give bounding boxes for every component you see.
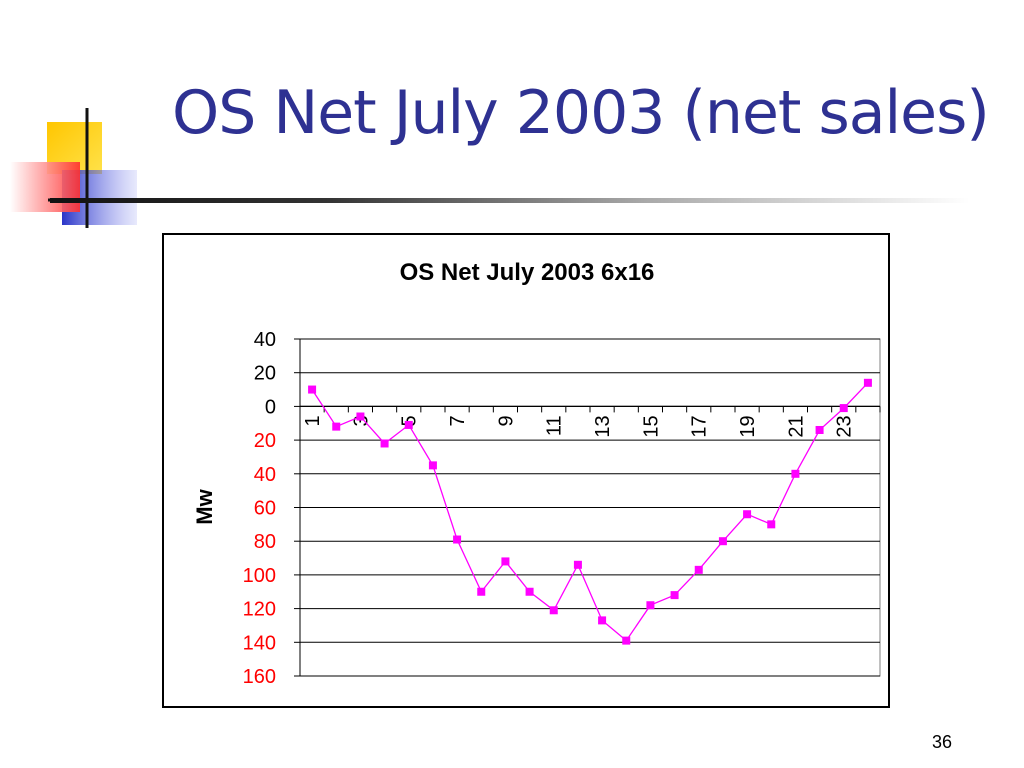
y-axis-label: Mw bbox=[192, 488, 217, 524]
data-point bbox=[453, 535, 462, 544]
data-point bbox=[839, 404, 848, 413]
x-tick-label: 23 bbox=[834, 415, 856, 437]
x-tick-label: 1 bbox=[302, 415, 324, 426]
data-point bbox=[622, 636, 631, 645]
chart-title: OS Net July 2003 6x16 bbox=[400, 259, 655, 286]
x-tick-label: 19 bbox=[737, 415, 759, 437]
line-chart: 4020020406080100120140160135791113151719… bbox=[192, 259, 881, 688]
page-number: 36 bbox=[932, 732, 953, 752]
data-point bbox=[815, 425, 824, 434]
data-point bbox=[356, 412, 365, 421]
y-tick-label: 100 bbox=[243, 565, 276, 587]
data-point bbox=[308, 385, 317, 394]
data-point bbox=[694, 565, 703, 574]
data-point bbox=[791, 469, 800, 478]
x-tick-label: 9 bbox=[495, 415, 517, 426]
x-tick-label: 11 bbox=[544, 415, 566, 436]
y-tick-label: 80 bbox=[254, 531, 276, 553]
y-tick-label: 40 bbox=[254, 329, 276, 351]
x-tick-label: 13 bbox=[592, 415, 614, 437]
x-tick-label: 3 bbox=[350, 415, 372, 426]
data-point bbox=[332, 422, 341, 431]
slide-title: OS Net July 2003 (net sales) bbox=[172, 78, 990, 148]
x-tick-label: 7 bbox=[447, 415, 469, 426]
data-point bbox=[573, 560, 582, 569]
data-point bbox=[501, 557, 510, 566]
data-point bbox=[404, 420, 413, 429]
title-divider bbox=[50, 198, 970, 203]
data-point bbox=[525, 587, 534, 596]
y-tick-label: 120 bbox=[243, 599, 276, 621]
data-point bbox=[428, 461, 437, 470]
data-point bbox=[380, 439, 389, 448]
y-tick-label: 0 bbox=[265, 396, 276, 418]
x-tick-label: 21 bbox=[785, 415, 807, 437]
y-tick-label: 20 bbox=[254, 363, 276, 385]
data-point bbox=[863, 378, 872, 387]
x-tick-label: 15 bbox=[640, 415, 662, 437]
y-tick-label: 20 bbox=[254, 430, 276, 452]
y-tick-label: 160 bbox=[243, 666, 276, 688]
data-point bbox=[549, 606, 558, 615]
slide-logo bbox=[0, 100, 140, 230]
data-point bbox=[718, 537, 727, 546]
data-point bbox=[670, 591, 679, 600]
y-tick-label: 40 bbox=[254, 464, 276, 486]
x-tick-label: 17 bbox=[689, 415, 711, 437]
y-tick-label: 140 bbox=[243, 632, 276, 654]
y-tick-label: 60 bbox=[254, 498, 276, 520]
data-point bbox=[646, 601, 655, 610]
data-point bbox=[477, 587, 486, 596]
data-point bbox=[598, 616, 607, 625]
chart-frame: 4020020406080100120140160135791113151719… bbox=[162, 233, 890, 708]
data-point bbox=[767, 520, 776, 529]
data-point bbox=[743, 510, 752, 519]
